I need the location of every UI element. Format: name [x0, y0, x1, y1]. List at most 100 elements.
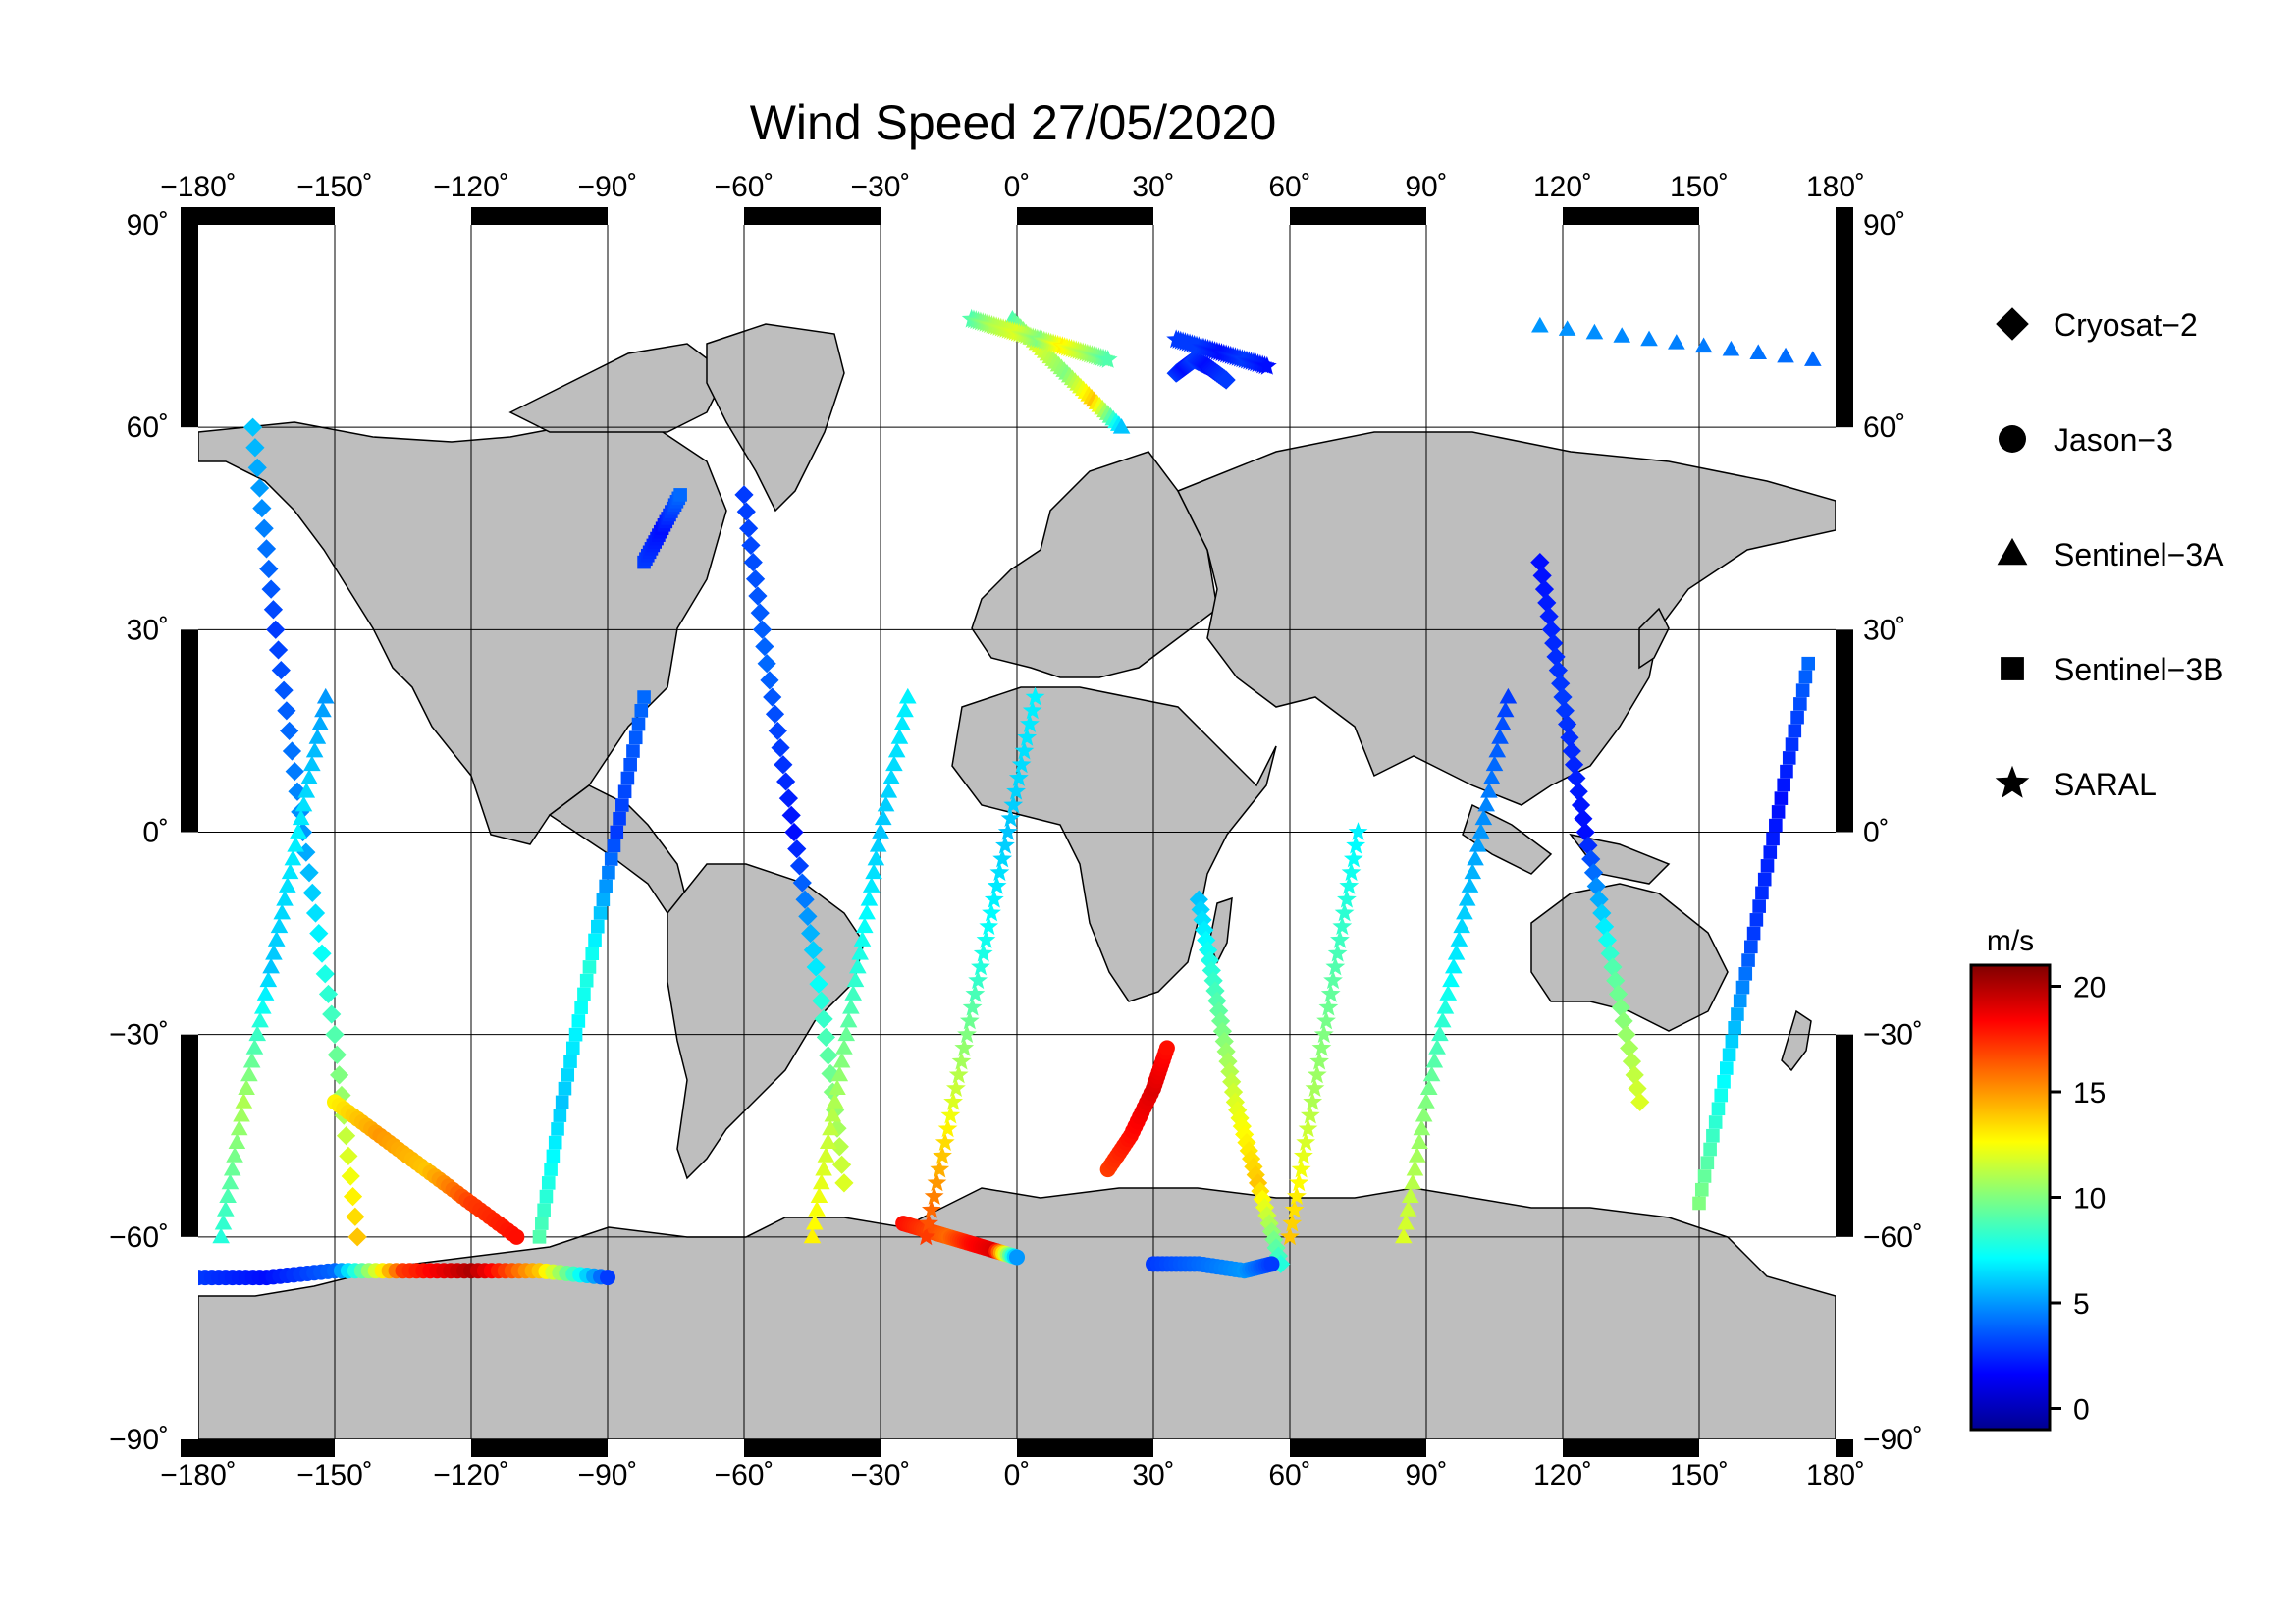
- observation-point: [1733, 994, 1747, 1008]
- longitude-label: −30˚: [851, 1459, 911, 1491]
- observation-point: [571, 1014, 586, 1028]
- observation-point: [551, 1122, 564, 1136]
- observation-point: [752, 620, 773, 639]
- observation-point: [1694, 1182, 1709, 1197]
- observation-point: [1531, 316, 1549, 333]
- observation-point: [1480, 783, 1498, 798]
- observation-point: [248, 1025, 267, 1042]
- observation-point: [1411, 1133, 1428, 1150]
- observation-point: [1415, 1106, 1433, 1122]
- observation-point: [339, 1146, 358, 1165]
- observation-point: [1246, 1165, 1265, 1185]
- observation-point: [1755, 886, 1769, 900]
- observation-point: [230, 1119, 248, 1136]
- observation-point: [1020, 714, 1040, 732]
- observation-point: [849, 957, 867, 974]
- observation-point: [602, 865, 615, 880]
- observation-point: [806, 1214, 824, 1230]
- observation-point: [1000, 808, 1021, 828]
- observation-point: [1613, 327, 1631, 343]
- observation-point: [814, 1009, 833, 1029]
- observation-point: [979, 916, 999, 936]
- observation-point: [734, 485, 754, 505]
- observation-point: [285, 762, 304, 782]
- observation-point: [1585, 323, 1604, 340]
- observation-point: [1008, 768, 1029, 786]
- colorbar-tick-label: 10: [2073, 1183, 2106, 1216]
- observation-point: [585, 947, 600, 960]
- legend-label: Sentinel−3B: [2054, 652, 2223, 687]
- observation-point: [1425, 1052, 1444, 1068]
- observation-point: [1611, 998, 1630, 1017]
- latitude-label: −60˚: [109, 1221, 169, 1254]
- observation-point: [1589, 890, 1609, 909]
- observation-point: [801, 923, 821, 944]
- observation-point: [943, 1091, 964, 1110]
- observation-point: [1717, 1074, 1731, 1089]
- observation-point: [541, 1176, 556, 1190]
- observation-point: [1422, 1065, 1441, 1082]
- observation-point: [242, 1052, 261, 1068]
- observation-point: [309, 923, 329, 944]
- observation-point: [810, 1187, 828, 1203]
- observation-point: [1494, 715, 1512, 730]
- observation-point: [1222, 1072, 1242, 1092]
- diamond-icon: [1996, 307, 2029, 341]
- observation-point: [1296, 1132, 1316, 1152]
- longitude-labels-top: −180˚ −150˚ −120˚ −90˚ −60˚ −30˚ 0˚ 30˚ 60˚ 90˚ 12…: [160, 171, 1865, 203]
- observation-point: [561, 1068, 575, 1082]
- observation-point: [973, 943, 993, 962]
- observation-point: [558, 1081, 572, 1096]
- observation-point: [817, 1147, 835, 1163]
- observation-point: [1006, 781, 1026, 800]
- colorbar: m/s 0 5 10 15 20: [1969, 925, 2106, 1432]
- observation-point: [1332, 916, 1353, 936]
- observation-point: [1769, 818, 1783, 833]
- observation-point: [1014, 740, 1035, 760]
- longitude-label: −150˚: [296, 171, 373, 203]
- observation-point: [828, 1079, 846, 1096]
- frame-segment: [608, 1439, 744, 1457]
- observation-point: [757, 654, 776, 674]
- observation-point: [1097, 350, 1118, 368]
- observation-point: [1541, 620, 1562, 639]
- longitude-label: 120˚: [1533, 171, 1592, 203]
- observation-point: [256, 539, 277, 559]
- observation-point: [1485, 755, 1504, 772]
- observation-point: [261, 579, 281, 599]
- observation-point: [1548, 660, 1568, 680]
- observation-point: [637, 690, 651, 704]
- observation-point: [1294, 1145, 1313, 1164]
- observation-point: [1346, 835, 1366, 854]
- observation-point: [1752, 899, 1766, 913]
- observation-point: [781, 805, 801, 825]
- observation-point: [1428, 1039, 1446, 1055]
- observation-point: [582, 960, 597, 974]
- longitude-label: 60˚: [1268, 1459, 1310, 1491]
- observation-point: [1499, 687, 1518, 704]
- observation-point: [565, 1041, 580, 1055]
- observation-point: [1722, 1048, 1736, 1062]
- observation-point: [262, 957, 280, 974]
- observation-point: [270, 917, 289, 934]
- observation-point: [228, 1133, 246, 1150]
- observation-point: [1738, 967, 1753, 981]
- colorbar-tick-label: 20: [2073, 972, 2106, 1004]
- observation-point: [971, 956, 990, 976]
- observation-point: [887, 741, 906, 758]
- longitude-label: 30˚: [1132, 1459, 1174, 1491]
- observation-point: [1280, 1226, 1300, 1246]
- observation-point: [245, 438, 265, 458]
- longitude-label: 60˚: [1268, 171, 1310, 203]
- observation-point: [563, 1055, 577, 1068]
- legend-label: Cryosat−2: [2054, 307, 2198, 343]
- land-japan: [1638, 607, 1670, 670]
- observation-point: [743, 553, 763, 572]
- observation-point: [308, 729, 327, 744]
- observation-point: [1564, 755, 1584, 775]
- observation-point: [1569, 782, 1588, 801]
- observation-point: [214, 1214, 233, 1230]
- observation-point: [768, 721, 787, 741]
- observation-point: [890, 729, 909, 744]
- observation-point: [1311, 1038, 1332, 1056]
